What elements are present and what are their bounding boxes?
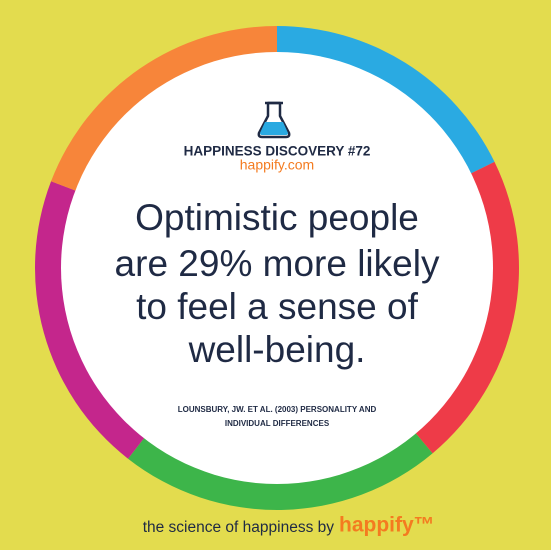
footer-tagline: the science of happiness by <box>143 519 335 536</box>
inner-circle <box>61 52 493 484</box>
ring-segment <box>128 431 433 511</box>
header-site: happify.com <box>240 157 314 173</box>
ring-segment <box>51 26 278 192</box>
footer-brand: happify™ <box>339 514 435 537</box>
header-title: HAPPINESS DISCOVERY #72 <box>184 144 371 159</box>
citation-line: INDIVIDUAL DIFFERENCES <box>225 419 330 428</box>
headline-line: to feel a sense of <box>136 286 419 327</box>
flask-icon <box>257 101 291 139</box>
headline-line: Optimistic people <box>135 197 419 238</box>
citation-line: LOUNSBURY, JW. ET AL. (2003) PERSONALITY… <box>178 405 377 414</box>
headline-line: well-being. <box>188 329 366 370</box>
ring-segment <box>277 26 495 175</box>
ring-segment <box>414 161 519 454</box>
headline-line: are 29% more likely <box>115 243 440 284</box>
